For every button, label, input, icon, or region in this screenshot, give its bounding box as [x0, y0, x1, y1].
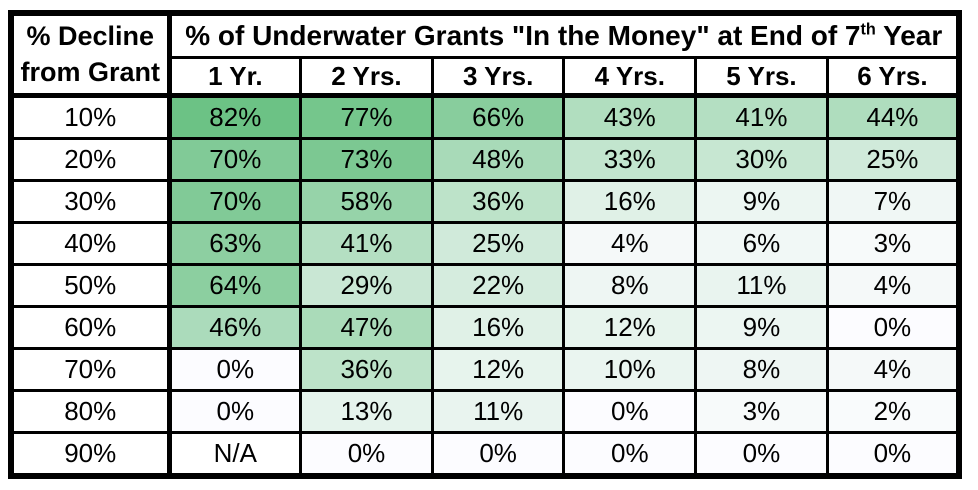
- row-label: 40%: [9, 221, 172, 266]
- table-cell: 46%: [167, 305, 303, 350]
- table-cell: 4%: [825, 263, 961, 308]
- table-cell: 7%: [825, 179, 961, 224]
- row-label: 30%: [9, 179, 172, 224]
- table-cell: 36%: [430, 179, 566, 224]
- table-row: 80% 0% 13% 11% 0% 3% 2%: [9, 389, 961, 434]
- table-row: 70% 0% 36% 12% 10% 8% 4%: [9, 347, 961, 392]
- table-cell: 73%: [299, 137, 434, 182]
- table-cell: 25%: [825, 137, 961, 182]
- title-row: % Decline from Grant % of Underwater Gra…: [9, 11, 961, 98]
- table-cell: 63%: [167, 221, 303, 266]
- table-row: 30% 70% 58% 36% 16% 9% 7%: [9, 179, 961, 224]
- table-cell: 70%: [167, 179, 303, 224]
- table-cell: 30%: [694, 137, 829, 182]
- corner-header: % Decline from Grant: [9, 11, 172, 98]
- table-row: 10% 82% 77% 66% 43% 41% 44%: [9, 94, 961, 140]
- row-label: 50%: [9, 263, 172, 308]
- heatmap-table: % Decline from Grant % of Underwater Gra…: [8, 10, 962, 479]
- table-cell: 16%: [430, 305, 566, 350]
- table-cell: 9%: [694, 179, 829, 224]
- table-cell: 66%: [430, 94, 566, 140]
- col-header-3yrs: 3 Yrs.: [430, 56, 566, 98]
- column-header-row: 1 Yr. 2 Yrs. 3 Yrs. 4 Yrs. 5 Yrs. 6 Yrs.: [11, 56, 961, 98]
- table-cell: N/A: [167, 431, 303, 478]
- col-header-1yr: 1 Yr.: [167, 56, 303, 98]
- table-cell: 10%: [562, 347, 698, 392]
- underwater-grants-table: % Decline from Grant % of Underwater Gra…: [8, 10, 962, 479]
- table-cell: 48%: [430, 137, 566, 182]
- table-cell: 12%: [562, 305, 698, 350]
- table-cell: 41%: [299, 221, 434, 266]
- table-cell: 16%: [562, 179, 698, 224]
- table-cell: 58%: [299, 179, 434, 224]
- row-label: 20%: [9, 137, 172, 182]
- table-cell: 44%: [825, 94, 961, 140]
- table-cell: 11%: [694, 263, 829, 308]
- table-cell: 36%: [299, 347, 434, 392]
- corner-header-line2: from Grant: [20, 56, 160, 87]
- table-cell: 12%: [430, 347, 566, 392]
- col-header-5yrs: 5 Yrs.: [694, 56, 829, 98]
- table-cell: 77%: [299, 94, 434, 140]
- table-row: 60% 46% 47% 16% 12% 9% 0%: [9, 305, 961, 350]
- col-header-6yrs: 6 Yrs.: [825, 56, 961, 98]
- table-cell: 0%: [430, 431, 566, 478]
- row-label: 10%: [9, 94, 172, 140]
- table-cell: 11%: [430, 389, 566, 434]
- table-row: 50% 64% 29% 22% 8% 11% 4%: [9, 263, 961, 308]
- table-cell: 8%: [694, 347, 829, 392]
- table-cell: 8%: [562, 263, 698, 308]
- row-label: 90%: [9, 431, 172, 478]
- table-title-text: % of Underwater Grants "In the Money" at…: [185, 20, 861, 51]
- table-cell: 0%: [694, 431, 829, 478]
- table-row: 90% N/A 0% 0% 0% 0% 0%: [9, 431, 961, 478]
- table-cell: 70%: [167, 137, 303, 182]
- row-label: 80%: [9, 389, 172, 434]
- col-header-4yrs: 4 Yrs.: [562, 56, 698, 98]
- table-cell: 0%: [167, 389, 303, 434]
- title-superscript: th: [860, 20, 876, 39]
- table-cell: 22%: [430, 263, 566, 308]
- table-cell: 0%: [562, 431, 698, 478]
- table-cell: 43%: [562, 94, 698, 140]
- table-cell: 0%: [825, 305, 961, 350]
- table-cell: 2%: [825, 389, 961, 434]
- row-label: 60%: [9, 305, 172, 350]
- table-cell: 25%: [430, 221, 566, 266]
- table-cell: 6%: [694, 221, 829, 266]
- table-cell: 0%: [825, 431, 961, 478]
- table-cell: 0%: [562, 389, 698, 434]
- table-cell: 41%: [694, 94, 829, 140]
- table-cell: 3%: [825, 221, 961, 266]
- table-row: 20% 70% 73% 48% 33% 30% 25%: [9, 137, 961, 182]
- table-cell: 9%: [694, 305, 829, 350]
- table-cell: 33%: [562, 137, 698, 182]
- table-cell: 29%: [299, 263, 434, 308]
- table-cell: 4%: [825, 347, 961, 392]
- table-cell: 0%: [167, 347, 303, 392]
- table-cell: 0%: [299, 431, 434, 478]
- table-title-suffix: Year: [875, 20, 943, 51]
- row-label: 70%: [9, 347, 172, 392]
- table-cell: 47%: [299, 305, 434, 350]
- table-title: % of Underwater Grants "In the Money" at…: [167, 11, 961, 59]
- corner-header-line1: % Decline: [26, 20, 155, 51]
- col-header-2yrs: 2 Yrs.: [299, 56, 434, 98]
- table-cell: 82%: [167, 94, 303, 140]
- table-cell: 13%: [299, 389, 434, 434]
- table-row: 40% 63% 41% 25% 4% 6% 3%: [9, 221, 961, 266]
- table-cell: 4%: [562, 221, 698, 266]
- table-cell: 64%: [167, 263, 303, 308]
- table-cell: 3%: [694, 389, 829, 434]
